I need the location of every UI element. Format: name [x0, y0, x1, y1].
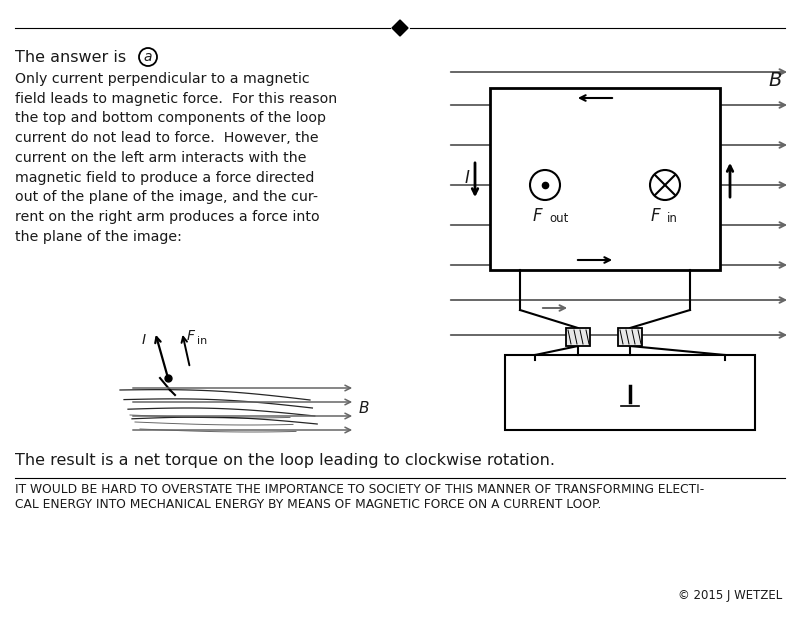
- Text: $B$: $B$: [358, 400, 370, 416]
- Text: CAL ENERGY INTO MECHANICAL ENERGY BY MEANS OF MAGNETIC FORCE ON A CURRENT LOOP.: CAL ENERGY INTO MECHANICAL ENERGY BY MEA…: [15, 498, 602, 511]
- Text: Only current perpendicular to a magnetic
field leads to magnetic force.  For thi: Only current perpendicular to a magnetic…: [15, 72, 338, 244]
- Text: in: in: [667, 212, 678, 225]
- Text: a: a: [144, 50, 152, 64]
- Text: in: in: [197, 336, 207, 346]
- Text: © 2015 J WETZEL: © 2015 J WETZEL: [678, 589, 782, 602]
- Text: $F$: $F$: [650, 207, 662, 225]
- Text: IT WOULD BE HARD TO OVERSTATE THE IMPORTANCE TO SOCIETY OF THIS MANNER OF TRANSF: IT WOULD BE HARD TO OVERSTATE THE IMPORT…: [15, 483, 704, 496]
- Bar: [566, 328, 590, 346]
- Text: $I$: $I$: [142, 333, 147, 347]
- Bar: [505, 355, 755, 430]
- Bar: [490, 88, 720, 270]
- Text: $F$: $F$: [532, 207, 544, 225]
- Bar: [618, 328, 642, 346]
- Polygon shape: [392, 20, 408, 36]
- Text: $B$: $B$: [768, 70, 782, 89]
- Text: $I$: $I$: [463, 169, 470, 187]
- Text: out: out: [549, 212, 568, 225]
- Text: The result is a net torque on the loop leading to clockwise rotation.: The result is a net torque on the loop l…: [15, 453, 555, 468]
- Text: $F$: $F$: [186, 329, 196, 343]
- Text: The answer is: The answer is: [15, 50, 131, 65]
